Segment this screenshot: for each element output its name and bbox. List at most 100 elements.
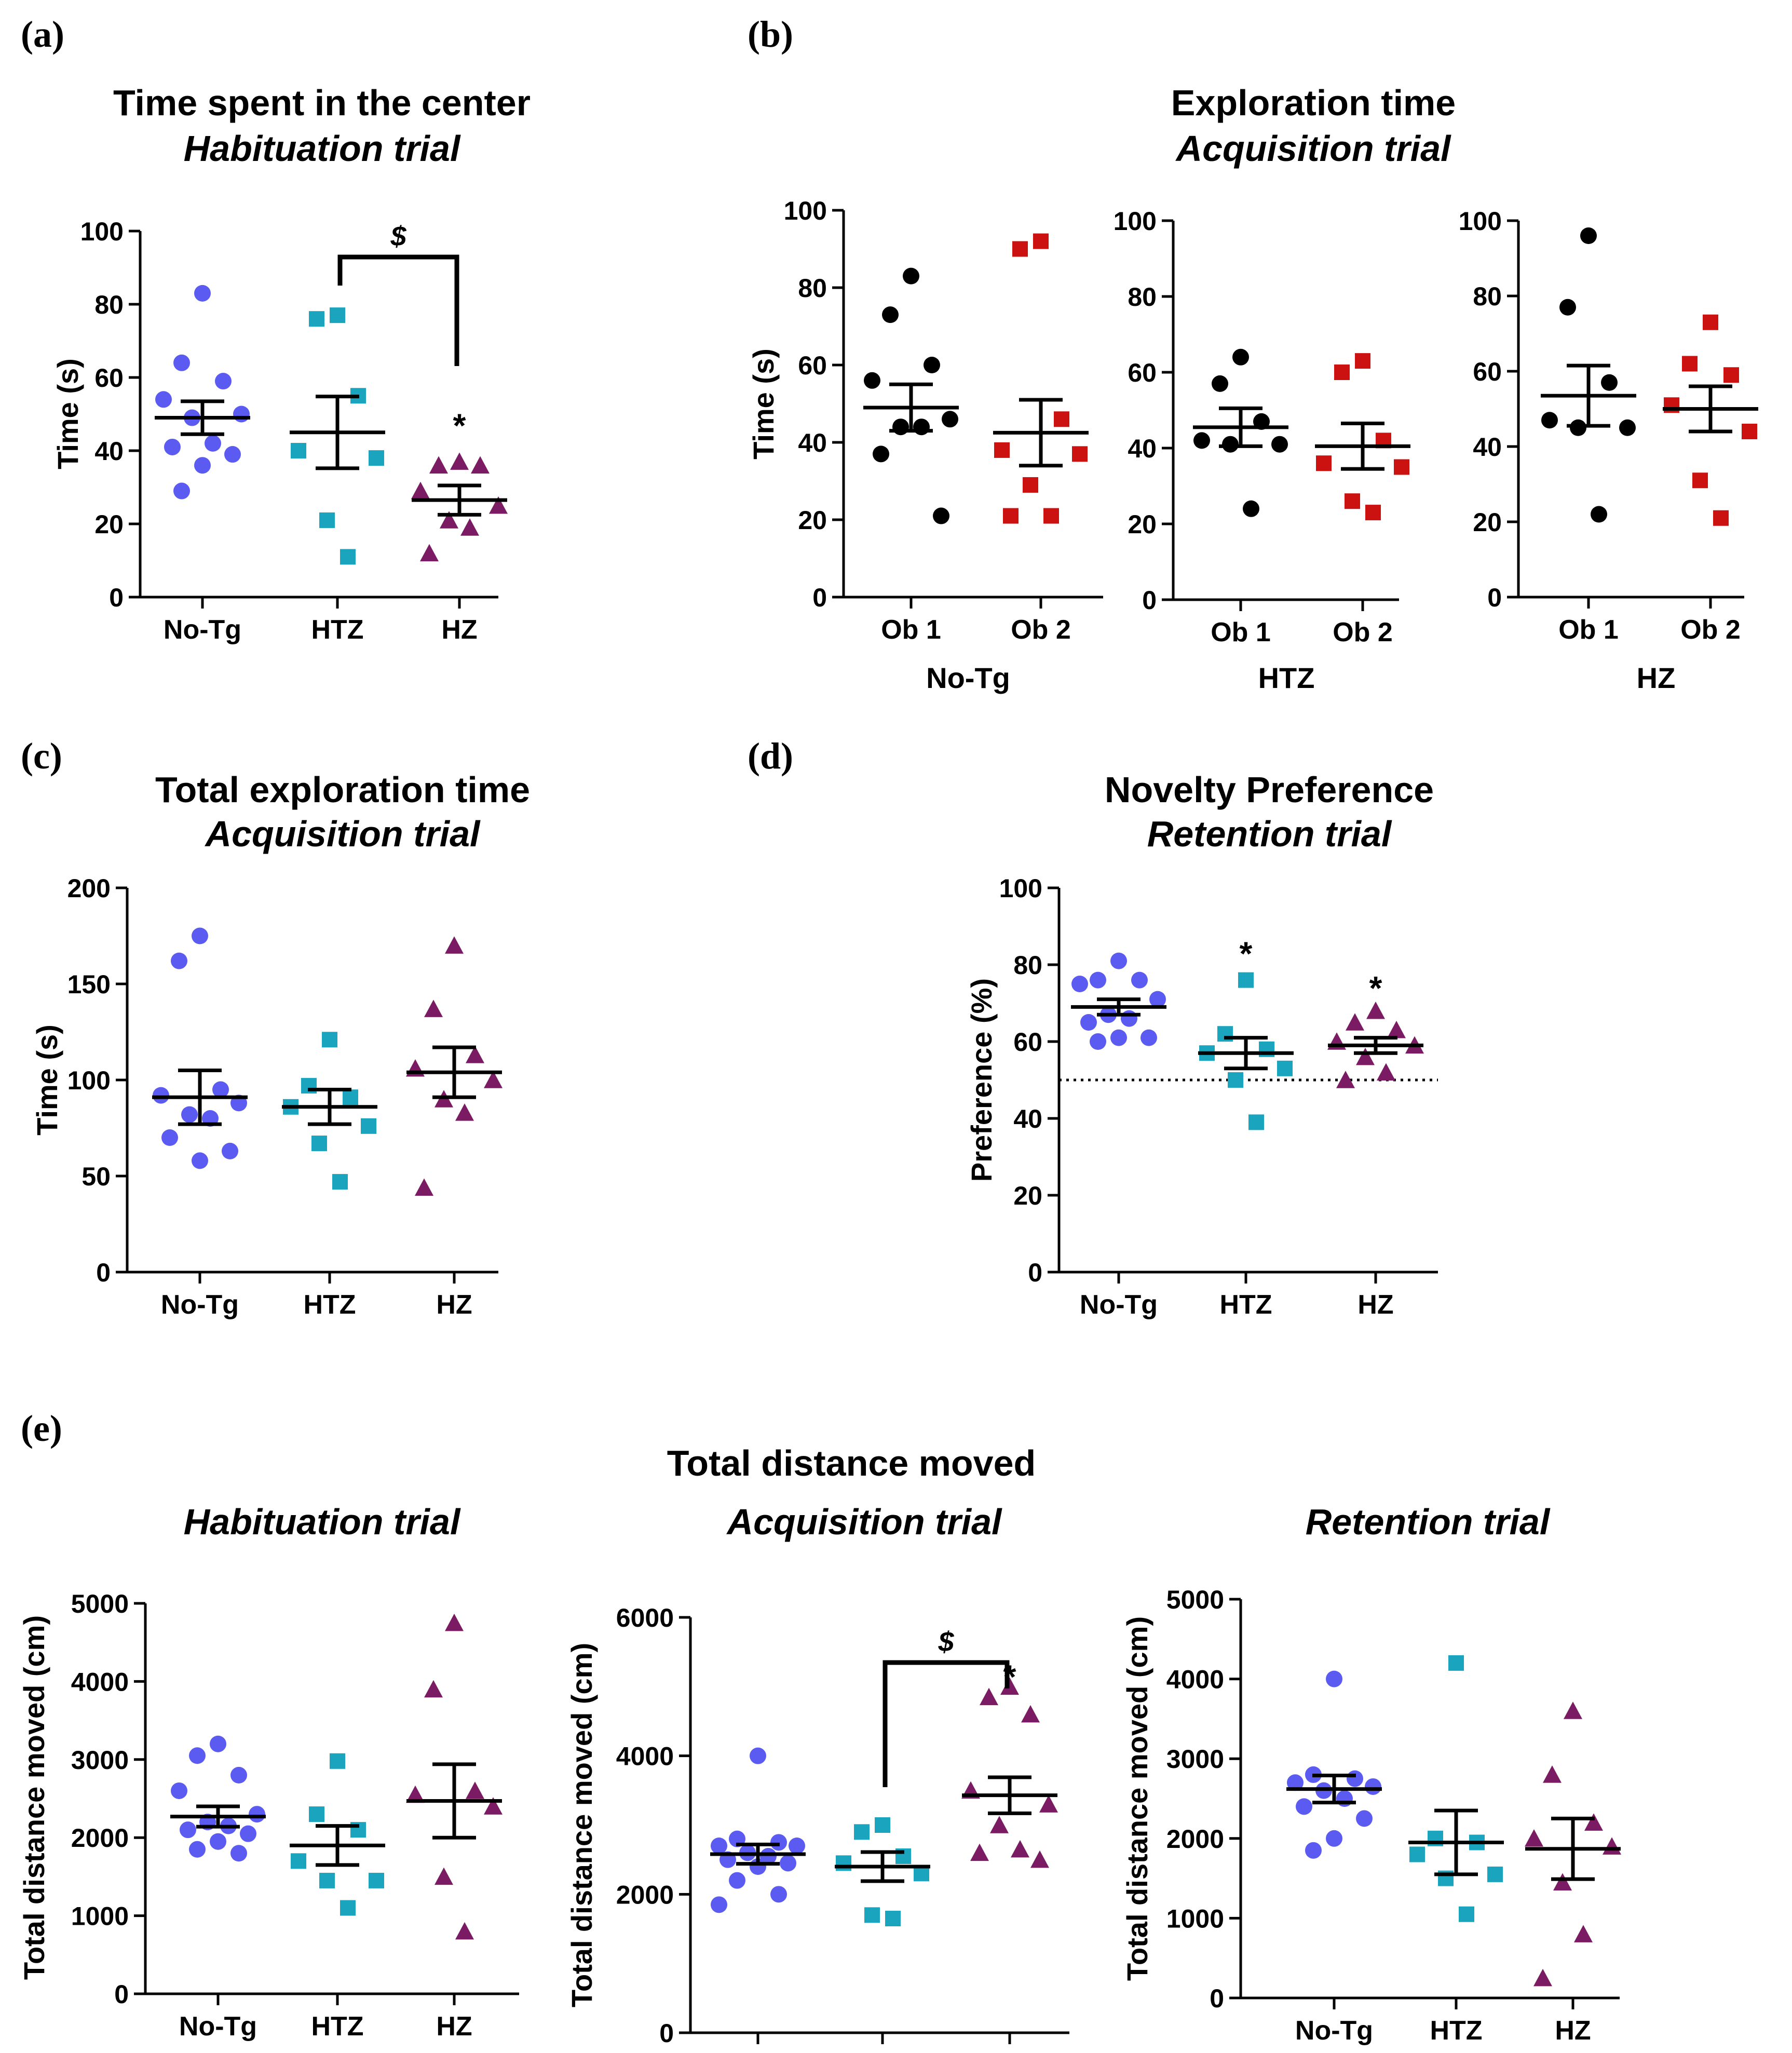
y-tick-label: 1000 [1166, 1904, 1224, 1933]
data-point [1012, 241, 1028, 257]
y-tick-label: 80 [1473, 282, 1502, 311]
mean-sem [1408, 1808, 1504, 1876]
e-heading: Total distance moved [667, 1443, 1036, 1483]
data-point [1692, 472, 1708, 489]
y-tick-label: 80 [1128, 282, 1157, 312]
data-point [1584, 1813, 1603, 1831]
chart-e3: Retention trial 0 1000 2000 3000 4000 5000 No-T… [1121, 1502, 1621, 2046]
data-point [330, 307, 345, 323]
x-tick-label: HZ [1357, 1290, 1393, 1320]
data-point [1377, 1063, 1395, 1080]
mean-sem [1525, 1816, 1621, 1881]
data-point [1459, 1906, 1474, 1922]
data-point [729, 1872, 745, 1889]
data-point [455, 1922, 474, 1940]
data-point [1003, 508, 1019, 524]
data-point [1387, 1021, 1406, 1038]
data-point [192, 927, 208, 944]
mean-sem [1328, 1036, 1423, 1055]
data-point [332, 1174, 348, 1190]
data-point [1232, 348, 1249, 366]
data-point [1574, 1925, 1593, 1942]
data-point [445, 936, 464, 954]
mean-sem [290, 395, 385, 470]
data-point [942, 411, 958, 428]
y-tick-label: 6000 [616, 1603, 674, 1632]
data-point [1347, 1770, 1363, 1787]
data-point [1054, 411, 1069, 427]
y-tick-label: 100 [80, 217, 124, 246]
data-point [1033, 233, 1049, 249]
y-axis-label: Time (s) [31, 1024, 63, 1136]
mean-sem [406, 1045, 502, 1099]
y-tick-label: 100 [67, 1066, 111, 1095]
mean-sem [290, 1824, 385, 1867]
y-tick-label: 80 [1013, 951, 1042, 980]
y-tick-label: 40 [1473, 433, 1502, 462]
chart-subtitle: Habituation trial [184, 1502, 461, 1542]
data-point [924, 357, 940, 373]
data-point [864, 372, 880, 389]
y-axis-label: Total distance moved (cm) [18, 1615, 50, 1980]
data-point [854, 1824, 870, 1840]
data-point [1110, 952, 1127, 969]
data-point [1365, 505, 1381, 521]
mean-sem [1663, 384, 1758, 434]
data-point [1603, 1837, 1621, 1855]
data-point [1703, 314, 1718, 330]
data-point [770, 1886, 787, 1903]
y-axis-label: Total distance moved (cm) [565, 1643, 598, 2007]
data-point [770, 1834, 787, 1851]
data-point [455, 1103, 474, 1121]
y-tick-label: 4000 [616, 1742, 674, 1771]
data-point [1345, 493, 1360, 509]
data-point [1271, 436, 1288, 453]
data-point [311, 1136, 327, 1152]
x-tick-label: Ob 2 [1680, 615, 1741, 645]
data-point [1316, 455, 1332, 471]
y-tick-label: 1000 [71, 1902, 129, 1931]
bracket-label: $ [390, 221, 406, 252]
data-point [484, 1071, 503, 1088]
data-point [1541, 412, 1558, 429]
data-point [215, 373, 232, 390]
chart-subtitle: Habituation trial [184, 128, 461, 169]
data-point [760, 1848, 777, 1865]
data-point [173, 482, 190, 499]
bracket-label: $ [938, 1626, 954, 1657]
y-tick-label: 20 [1473, 508, 1502, 537]
data-point [424, 1680, 443, 1698]
data-point [1525, 1829, 1543, 1847]
data-point [1228, 1072, 1243, 1088]
y-tick-label: 0 [114, 1980, 129, 2009]
data-point [369, 450, 384, 466]
y-tick-label: 40 [1013, 1104, 1042, 1133]
data-point [1141, 1029, 1157, 1046]
mean-sem [152, 1069, 248, 1126]
group-label: HZ [1637, 661, 1676, 694]
data-point [970, 1843, 989, 1861]
data-point [369, 1872, 384, 1888]
data-point [873, 445, 889, 463]
data-point [836, 1855, 851, 1871]
data-point [249, 1806, 265, 1823]
chart-e2: Acquisition trial 0 2000 4000 6000 No-Tg HTZ HZ… [565, 1502, 1069, 2053]
data-point [171, 952, 187, 969]
y-tick-label: 2000 [1166, 1825, 1224, 1854]
y-tick-label: 3000 [71, 1746, 129, 1775]
y-tick-label: 150 [67, 970, 111, 999]
mean-sem [863, 382, 959, 433]
y-tick-label: 40 [798, 428, 827, 457]
y-tick-label: 0 [812, 583, 827, 612]
data-point [1039, 1795, 1058, 1813]
y-tick-label: 0 [659, 2019, 674, 2048]
data-point [1336, 1790, 1353, 1807]
data-point [330, 1753, 345, 1769]
mean-sem [835, 1850, 930, 1883]
chart-b2: 0 20 40 60 80 100 Ob 1 Ob 2 HTZ [1114, 207, 1410, 694]
data-point [420, 544, 439, 562]
data-point [1296, 1798, 1312, 1815]
data-point [1090, 1033, 1106, 1050]
